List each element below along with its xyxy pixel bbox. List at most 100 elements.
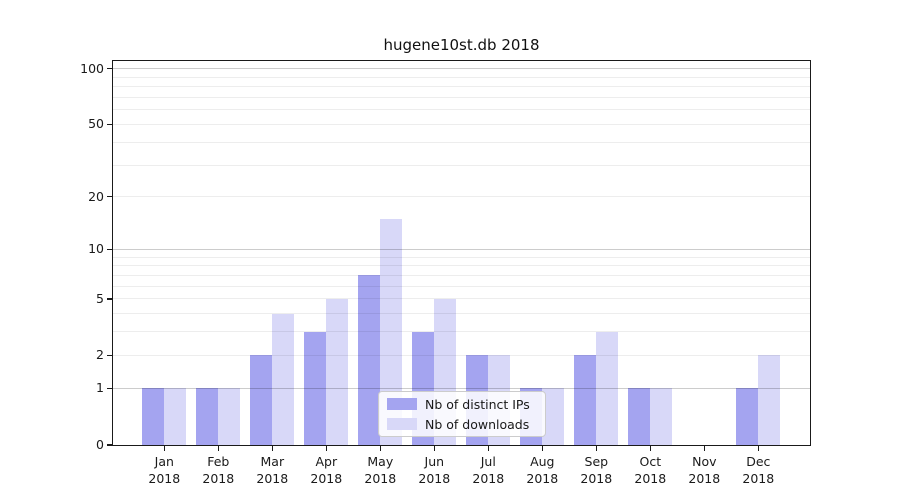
- y-tick-label: 10: [88, 241, 104, 257]
- bar-distinct-ips: [250, 355, 273, 445]
- y-tick-mark: [107, 444, 113, 446]
- chart-title: hugene10st.db 2018: [383, 36, 540, 54]
- x-tick-month: Apr: [315, 454, 338, 469]
- x-tick-year: 2018: [256, 471, 289, 486]
- bar-downloads: [326, 298, 349, 445]
- y-tick-label: 20: [88, 188, 104, 204]
- x-tick-label: Oct 2018: [618, 453, 682, 487]
- x-tick-mark: [595, 445, 597, 451]
- gridline-minor: [113, 265, 810, 267]
- x-tick-label: Apr 2018: [294, 453, 358, 487]
- gridline-minor: [113, 354, 810, 356]
- x-tick-year: 2018: [580, 471, 613, 486]
- y-tick-label: 0: [96, 437, 104, 452]
- gridline-minor: [113, 109, 810, 111]
- y-tick-mark: [107, 196, 113, 198]
- legend-item-distinct-ips: Nb of distinct IPs: [387, 397, 545, 412]
- legend-swatch-distinct-ips: [387, 398, 417, 410]
- x-tick-month: Dec: [746, 454, 771, 469]
- x-tick-label: Nov 2018: [672, 453, 736, 487]
- y-tick-label: 1: [96, 380, 104, 396]
- y-tick-label: 5: [96, 290, 104, 306]
- gridline-minor: [113, 141, 810, 143]
- legend-label-distinct-ips: Nb of distinct IPs: [425, 396, 530, 412]
- x-tick-month: Mar: [260, 454, 285, 469]
- x-tick-year: 2018: [310, 471, 343, 486]
- bar-distinct-ips: [736, 388, 759, 445]
- x-tick-year: 2018: [742, 471, 775, 486]
- gridline-minor: [113, 123, 810, 125]
- legend-swatch-downloads: [387, 418, 417, 430]
- bar-downloads: [596, 331, 619, 445]
- bar-distinct-ips: [358, 275, 381, 445]
- x-tick-month: Aug: [530, 454, 555, 469]
- y-tick-mark: [107, 67, 113, 70]
- x-tick-month: Oct: [639, 454, 662, 469]
- y-tick-mark: [107, 387, 113, 390]
- x-tick-mark: [433, 445, 435, 451]
- y-tick-mark: [107, 123, 113, 126]
- x-tick-year: 2018: [526, 471, 559, 486]
- gridline-minor: [113, 285, 810, 287]
- x-tick-mark: [217, 445, 219, 451]
- bar-downloads: [542, 388, 565, 445]
- x-tick-month: Jun: [424, 454, 445, 469]
- x-tick-label: Feb 2018: [186, 453, 250, 487]
- x-tick-mark: [487, 445, 489, 451]
- x-tick-year: 2018: [688, 471, 721, 486]
- plot-area: Nb of distinct IPs Nb of downloads: [112, 60, 811, 446]
- x-tick-label: May 2018: [348, 453, 412, 487]
- x-tick-month: Sep: [584, 454, 609, 469]
- bar-downloads: [758, 355, 781, 445]
- x-tick-year: 2018: [148, 471, 181, 486]
- gridline-major: [113, 68, 810, 70]
- gridline-major: [113, 387, 810, 389]
- legend-label-downloads: Nb of downloads: [425, 416, 530, 432]
- gridline-minor: [113, 313, 810, 315]
- x-tick-month: May: [367, 454, 394, 469]
- bar-downloads: [164, 388, 187, 445]
- y-tick-label: 50: [88, 116, 104, 132]
- x-tick-mark: [757, 445, 759, 451]
- y-tick-mark: [107, 298, 113, 300]
- gridline-minor: [113, 96, 810, 98]
- gridline-minor: [113, 298, 810, 300]
- bar-downloads: [218, 388, 241, 445]
- x-tick-year: 2018: [418, 471, 451, 486]
- x-tick-label: Aug 2018: [510, 453, 574, 487]
- x-tick-mark: [703, 445, 705, 451]
- legend-box: Nb of distinct IPs Nb of downloads: [378, 391, 546, 437]
- legend-item-downloads: Nb of downloads: [387, 417, 545, 432]
- x-tick-mark: [379, 445, 381, 451]
- x-tick-mark: [271, 445, 273, 451]
- bar-distinct-ips: [142, 388, 165, 445]
- x-tick-mark: [325, 445, 327, 451]
- y-tick-mark: [107, 248, 113, 251]
- gridline-minor: [113, 256, 810, 258]
- x-tick-month: Nov: [692, 454, 717, 469]
- bar-downloads: [380, 218, 403, 445]
- x-tick-mark: [649, 445, 651, 451]
- x-tick-month: Feb: [207, 454, 230, 469]
- x-tick-year: 2018: [634, 471, 667, 486]
- gridline-major: [113, 248, 810, 250]
- x-tick-label: Sep 2018: [564, 453, 628, 487]
- y-tick-label: 2: [96, 347, 104, 363]
- bar-downloads: [650, 388, 673, 445]
- x-tick-month: Jan: [154, 454, 174, 469]
- x-tick-year: 2018: [472, 471, 505, 486]
- bar-distinct-ips: [628, 388, 651, 445]
- gridline-minor: [113, 76, 810, 78]
- x-tick-year: 2018: [202, 471, 235, 486]
- x-tick-mark: [163, 445, 165, 451]
- gridline-minor: [113, 164, 810, 166]
- gridline-minor: [113, 274, 810, 276]
- x-tick-label: Jan 2018: [132, 453, 196, 487]
- x-tick-year: 2018: [364, 471, 397, 486]
- bar-distinct-ips: [304, 331, 327, 445]
- y-tick-label: 100: [80, 60, 104, 76]
- y-tick-mark: [107, 354, 113, 357]
- gridline-minor: [113, 196, 810, 198]
- x-tick-label: Mar 2018: [240, 453, 304, 487]
